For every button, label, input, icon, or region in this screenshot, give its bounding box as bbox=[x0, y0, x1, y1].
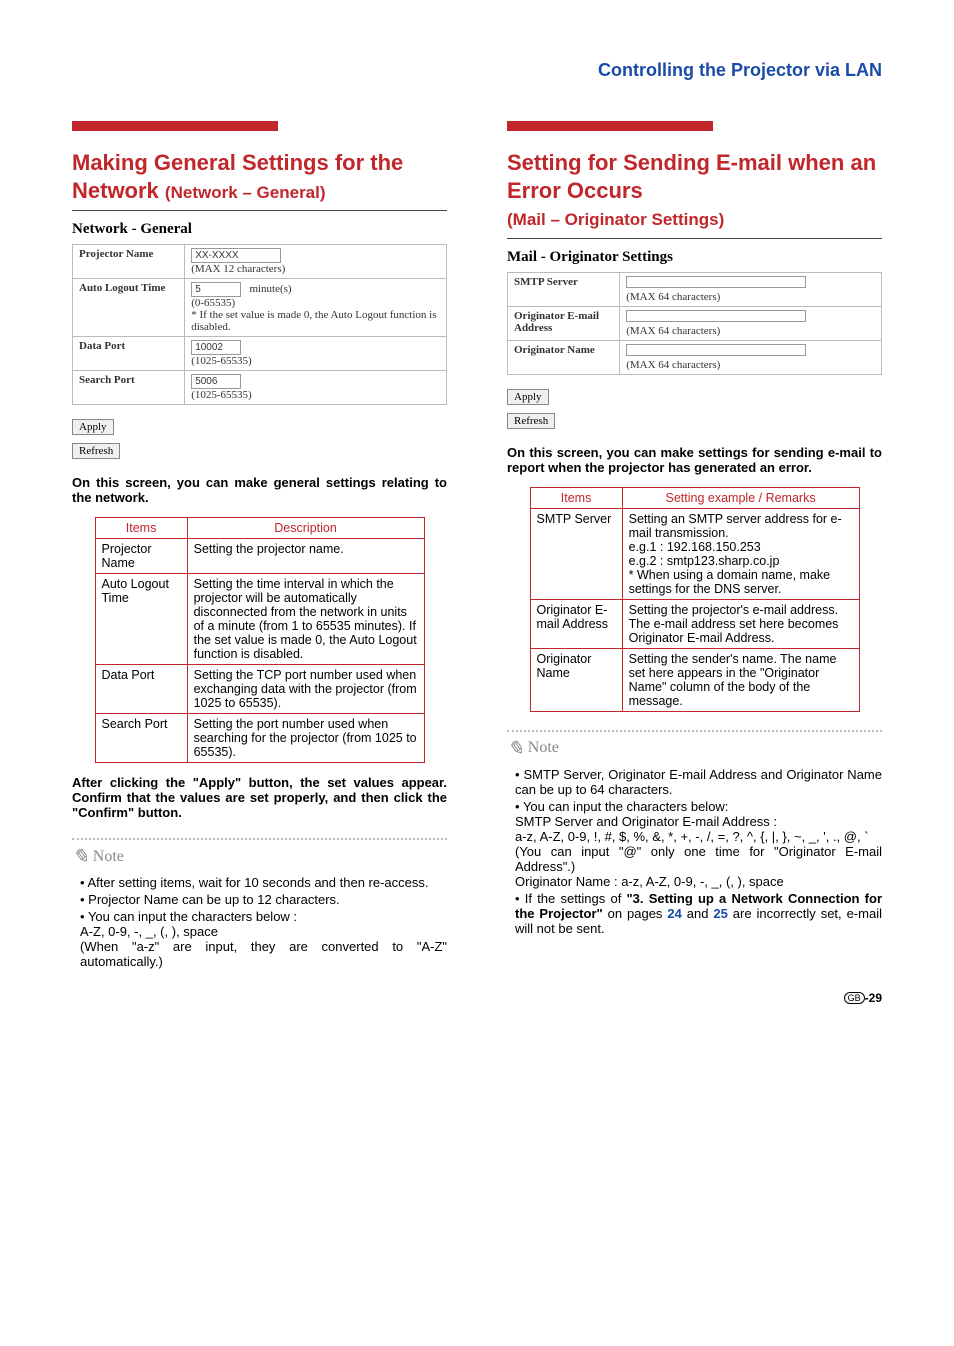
mail-settings-table: SMTP Server (MAX 64 characters) Originat… bbox=[507, 272, 882, 375]
refresh-button[interactable]: Refresh bbox=[72, 443, 120, 459]
note-list: SMTP Server, Originator E-mail Address a… bbox=[507, 767, 882, 936]
network-settings-table: Projector Name XX-XXXX (MAX 12 character… bbox=[72, 244, 447, 405]
note-convert: (When "a-z" are input, they are converte… bbox=[80, 939, 447, 969]
row-key: Projector Name bbox=[95, 539, 187, 574]
row-key: Auto Logout Time bbox=[95, 574, 187, 665]
heading-sub: (Network – General) bbox=[165, 183, 326, 202]
orig-addr-label: Originator E-mail Address bbox=[508, 306, 620, 340]
data-port-label: Data Port bbox=[73, 337, 185, 371]
note-item: Projector Name can be up to 12 character… bbox=[80, 892, 447, 907]
orig-addr-input[interactable] bbox=[626, 310, 806, 322]
right-column: Setting for Sending E-mail when an Error… bbox=[507, 121, 882, 971]
note-item: If the settings of "3. Setting up a Netw… bbox=[515, 891, 882, 936]
th-remarks: Setting example / Remarks bbox=[622, 487, 859, 508]
projector-name-input[interactable]: XX-XXXX bbox=[191, 248, 281, 263]
note-divider bbox=[72, 838, 447, 840]
smtp-hint: (MAX 64 characters) bbox=[626, 291, 720, 303]
note-text: a-z, A-Z, 0-9, !, #, $, %, &, *, +, -, /… bbox=[515, 829, 869, 844]
page-section-title: Controlling the Projector via LAN bbox=[72, 60, 882, 81]
note-item: SMTP Server, Originator E-mail Address a… bbox=[515, 767, 882, 797]
th-items: Items bbox=[530, 487, 622, 508]
row-val: Setting the sender's name. The name set … bbox=[622, 648, 859, 711]
row-key: Originator Name bbox=[530, 648, 622, 711]
note-text: If the settings of bbox=[525, 891, 627, 906]
row-val: Setting the projector's e-mail address. … bbox=[622, 599, 859, 648]
search-port-input[interactable]: 5006 bbox=[191, 374, 241, 389]
auto-logout-input[interactable]: 5 bbox=[191, 282, 241, 297]
remarks-table: Items Setting example / Remarks SMTP Ser… bbox=[530, 487, 860, 712]
page-ref[interactable]: 24 bbox=[667, 906, 681, 921]
right-heading: Setting for Sending E-mail when an Error… bbox=[507, 149, 882, 239]
row-val: Setting the projector name. bbox=[187, 539, 424, 574]
projector-name-hint: (MAX 12 characters) bbox=[191, 263, 285, 275]
note-item: You can input the characters below : A-Z… bbox=[80, 909, 447, 969]
refresh-button[interactable]: Refresh bbox=[507, 413, 555, 429]
note-text: (You can input "@" only one time for "Or… bbox=[515, 844, 882, 874]
row-key: Originator E-mail Address bbox=[530, 599, 622, 648]
row-key: Data Port bbox=[95, 665, 187, 714]
left-intro: On this screen, you can make general set… bbox=[72, 475, 447, 505]
row-val: Setting the port number used when search… bbox=[187, 714, 424, 763]
accent-bar bbox=[507, 121, 713, 131]
note-text: You can input the characters below: bbox=[523, 799, 729, 814]
note-label: Note bbox=[93, 848, 124, 866]
note-text: Originator Name : a-z, A-Z, 0-9, -, _, (… bbox=[515, 874, 784, 889]
description-table: Items Description Projector NameSetting … bbox=[95, 517, 425, 763]
row-key: Search Port bbox=[95, 714, 187, 763]
row-key: SMTP Server bbox=[530, 508, 622, 599]
page-ref[interactable]: 25 bbox=[713, 906, 727, 921]
note-divider bbox=[507, 730, 882, 732]
search-port-label: Search Port bbox=[73, 371, 185, 405]
th-desc: Description bbox=[187, 518, 424, 539]
note-chars: A-Z, 0-9, -, _, (, ), space bbox=[80, 924, 218, 939]
after-apply-para: After clicking the "Apply" button, the s… bbox=[72, 775, 447, 820]
note-header: ✎ Note bbox=[507, 736, 882, 761]
smtp-label: SMTP Server bbox=[508, 272, 620, 306]
left-column: Making General Settings for the Network … bbox=[72, 121, 447, 971]
th-items: Items bbox=[95, 518, 187, 539]
orig-name-input[interactable] bbox=[626, 344, 806, 356]
auto-logout-note: * If the set value is made 0, the Auto L… bbox=[191, 309, 436, 333]
note-text: and bbox=[682, 906, 714, 921]
note-header: ✎ Note bbox=[72, 844, 447, 869]
data-port-range: (1025-65535) bbox=[191, 355, 252, 367]
note-pencil-icon: ✎ bbox=[72, 844, 89, 869]
projector-name-label: Projector Name bbox=[73, 245, 185, 279]
left-heading: Making General Settings for the Network … bbox=[72, 149, 447, 211]
note-text: SMTP Server and Originator E-mail Addres… bbox=[515, 814, 777, 829]
data-port-input[interactable]: 10002 bbox=[191, 340, 241, 355]
apply-button[interactable]: Apply bbox=[507, 389, 549, 405]
auto-logout-label: Auto Logout Time bbox=[73, 279, 185, 337]
accent-bar bbox=[72, 121, 278, 131]
orig-addr-hint: (MAX 64 characters) bbox=[626, 325, 720, 337]
settings-subtitle: Mail - Originator Settings bbox=[507, 249, 882, 266]
note-list: After setting items, wait for 10 seconds… bbox=[72, 875, 447, 969]
heading-main: Setting for Sending E-mail when an Error… bbox=[507, 150, 876, 203]
page-number: GB-29 bbox=[72, 991, 882, 1005]
note-text: You can input the characters below : bbox=[88, 909, 297, 924]
row-val: Setting an SMTP server address for e-mai… bbox=[622, 508, 859, 599]
note-item: You can input the characters below: SMTP… bbox=[515, 799, 882, 889]
note-label: Note bbox=[528, 739, 559, 757]
apply-button[interactable]: Apply bbox=[72, 419, 114, 435]
auto-logout-range: (0-65535) bbox=[191, 297, 235, 309]
row-val: Setting the time interval in which the p… bbox=[187, 574, 424, 665]
right-intro: On this screen, you can make settings fo… bbox=[507, 445, 882, 475]
heading-sub: (Mail – Originator Settings) bbox=[507, 210, 724, 229]
page-region-badge: GB bbox=[844, 992, 865, 1004]
orig-name-hint: (MAX 64 characters) bbox=[626, 359, 720, 371]
note-item: After setting items, wait for 10 seconds… bbox=[80, 875, 447, 890]
note-pencil-icon: ✎ bbox=[507, 736, 524, 761]
smtp-input[interactable] bbox=[626, 276, 806, 288]
page-num: -29 bbox=[865, 991, 882, 1005]
auto-logout-unit: minute(s) bbox=[249, 283, 291, 295]
settings-subtitle: Network - General bbox=[72, 221, 447, 238]
orig-name-label: Originator Name bbox=[508, 340, 620, 374]
search-port-range: (1025-65535) bbox=[191, 389, 252, 401]
row-val: Setting the TCP port number used when ex… bbox=[187, 665, 424, 714]
note-text: on pages bbox=[603, 906, 668, 921]
